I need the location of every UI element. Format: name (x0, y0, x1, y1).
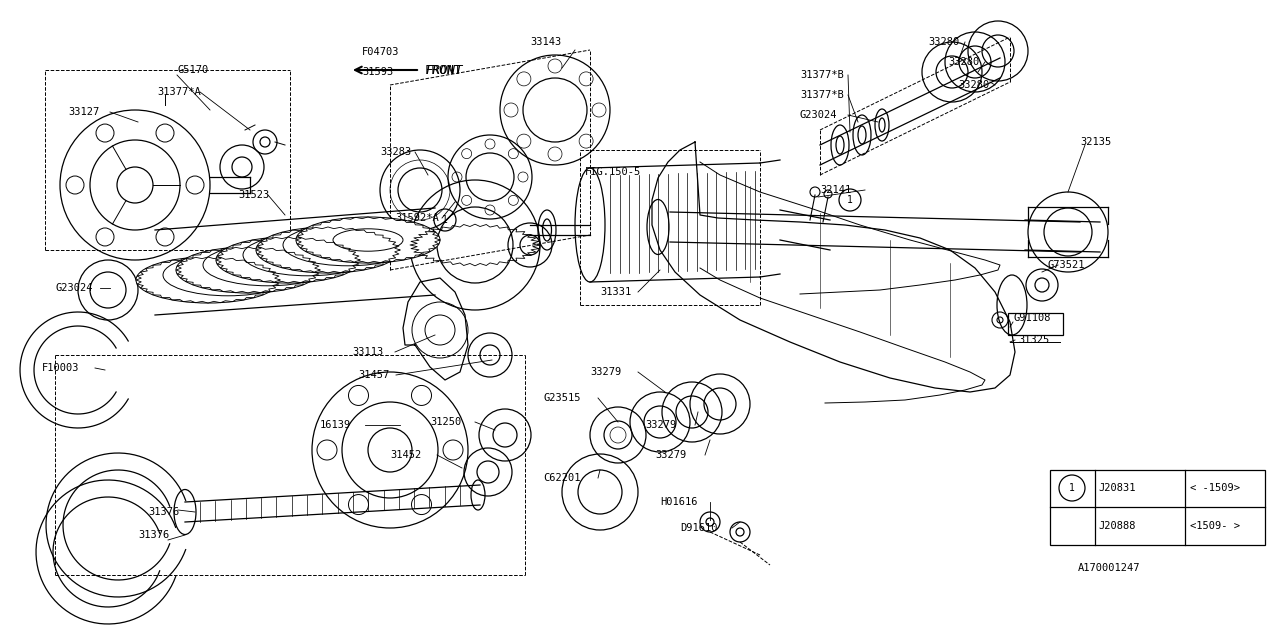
Text: G91108: G91108 (1012, 313, 1051, 323)
Ellipse shape (173, 269, 243, 291)
Ellipse shape (310, 233, 387, 257)
Text: 33280: 33280 (928, 37, 959, 47)
Text: 16139: 16139 (320, 420, 351, 430)
Text: 33143: 33143 (530, 37, 561, 47)
Text: H01616: H01616 (660, 497, 698, 507)
Text: 31250: 31250 (430, 417, 461, 427)
Text: 31331: 31331 (600, 287, 631, 297)
Text: 1: 1 (847, 195, 852, 205)
Ellipse shape (243, 234, 372, 276)
Text: FIG.150-5: FIG.150-5 (585, 167, 641, 177)
Bar (1009, 313, 1062, 335)
Text: D91610: D91610 (680, 523, 718, 533)
Ellipse shape (256, 227, 399, 273)
Text: 33279: 33279 (645, 420, 676, 430)
Text: 31457: 31457 (358, 370, 389, 380)
Text: C62201: C62201 (543, 473, 581, 483)
Text: J20888: J20888 (1098, 521, 1135, 531)
Text: 33279: 33279 (655, 450, 686, 460)
Text: FRONT: FRONT (425, 63, 462, 77)
Text: G23024: G23024 (800, 110, 837, 120)
Text: A170001247: A170001247 (1078, 563, 1140, 573)
Text: 1: 1 (1069, 483, 1075, 493)
Text: G5170: G5170 (177, 65, 209, 75)
Text: 31592*A: 31592*A (396, 213, 439, 223)
Bar (1050, 470, 1265, 545)
Text: 33127: 33127 (68, 107, 100, 117)
Ellipse shape (253, 249, 323, 271)
Text: 31376: 31376 (148, 507, 179, 517)
Text: 31376: 31376 (138, 530, 169, 540)
Text: G73521: G73521 (1048, 260, 1085, 270)
Text: F04703: F04703 (362, 47, 399, 57)
Text: 33280: 33280 (948, 57, 979, 67)
Text: 32135: 32135 (1080, 137, 1111, 147)
Text: < -1509>: < -1509> (1190, 483, 1240, 493)
Text: 31325: 31325 (1018, 335, 1050, 345)
Ellipse shape (296, 217, 440, 263)
Ellipse shape (270, 243, 346, 267)
Text: 33279: 33279 (590, 367, 621, 377)
Text: 31377*B: 31377*B (800, 70, 844, 80)
Text: <1509- >: <1509- > (1190, 521, 1240, 531)
Text: 33283: 33283 (380, 147, 411, 157)
Text: G23024: G23024 (55, 283, 92, 293)
Ellipse shape (189, 263, 266, 287)
Text: 31452: 31452 (390, 450, 421, 460)
Text: 33113: 33113 (352, 347, 383, 357)
Ellipse shape (283, 224, 413, 266)
Ellipse shape (646, 200, 669, 255)
Ellipse shape (136, 257, 280, 303)
Ellipse shape (230, 253, 306, 277)
Text: 31523: 31523 (238, 190, 269, 200)
Ellipse shape (293, 239, 364, 261)
Text: 1: 1 (442, 215, 448, 225)
Ellipse shape (333, 228, 403, 251)
Text: 31377*A: 31377*A (157, 87, 201, 97)
Ellipse shape (997, 275, 1027, 335)
Text: FRONT: FRONT (425, 63, 462, 77)
Text: 33280: 33280 (957, 80, 989, 90)
Ellipse shape (163, 254, 293, 296)
Ellipse shape (216, 237, 360, 283)
Ellipse shape (212, 259, 283, 281)
Text: 32141: 32141 (820, 185, 851, 195)
Text: 31593: 31593 (362, 67, 393, 77)
Ellipse shape (177, 247, 320, 293)
Ellipse shape (204, 244, 333, 286)
Text: F10003: F10003 (42, 363, 79, 373)
Text: G23515: G23515 (543, 393, 581, 403)
Text: J20831: J20831 (1098, 483, 1135, 493)
Text: 31377*B: 31377*B (800, 90, 844, 100)
